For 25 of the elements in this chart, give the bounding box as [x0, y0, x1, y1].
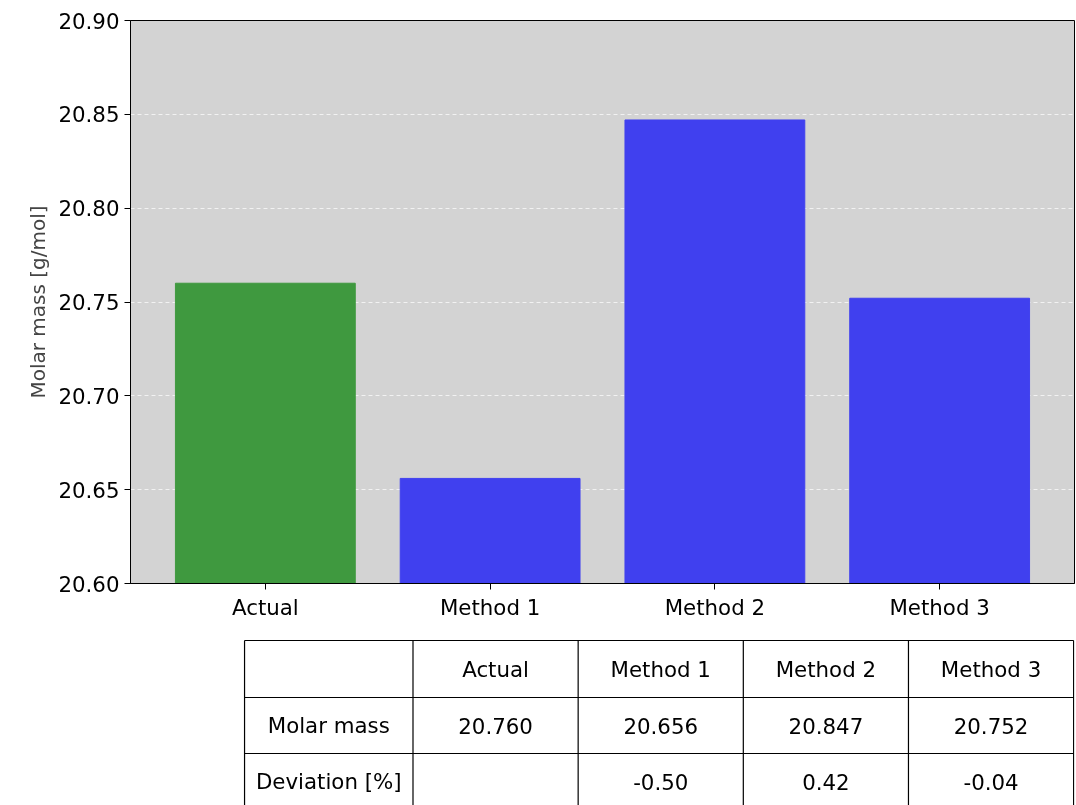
x-tick-label: Method 3 [889, 594, 990, 620]
text: -0.50 [633, 769, 689, 795]
category-label: Method 1 [610, 656, 711, 682]
text: Molar mass [267, 713, 390, 738]
text: Deviation [%] [255, 769, 402, 794]
y-tick-label: 20.60 [58, 571, 120, 597]
text: 20.752 [953, 713, 1029, 739]
text: 20.760 [458, 713, 533, 739]
category-label: Method 3 [940, 656, 1042, 682]
y-tick-label: 20.85 [58, 102, 120, 128]
text: 0.42 [802, 769, 850, 795]
x-tick-label: Actual [231, 594, 299, 620]
text: 20.656 [623, 713, 699, 739]
category-label: Actual [462, 656, 529, 682]
x-tick-label: Method 2 [664, 594, 766, 620]
text: 20.847 [788, 713, 864, 739]
y-tick-label: 20.75 [58, 290, 120, 315]
y-axis-title: Molar mass [g/mol] [26, 205, 51, 399]
y-tick-label: 20.70 [58, 383, 120, 409]
category-label: Method 2 [775, 656, 877, 682]
x-tick-label: Method 1 [439, 594, 541, 620]
y-tick-label: 20.80 [58, 196, 120, 222]
text: -0.04 [963, 769, 1019, 795]
y-tick-label: 20.90 [58, 8, 120, 34]
y-tick-label: 20.65 [58, 477, 120, 503]
